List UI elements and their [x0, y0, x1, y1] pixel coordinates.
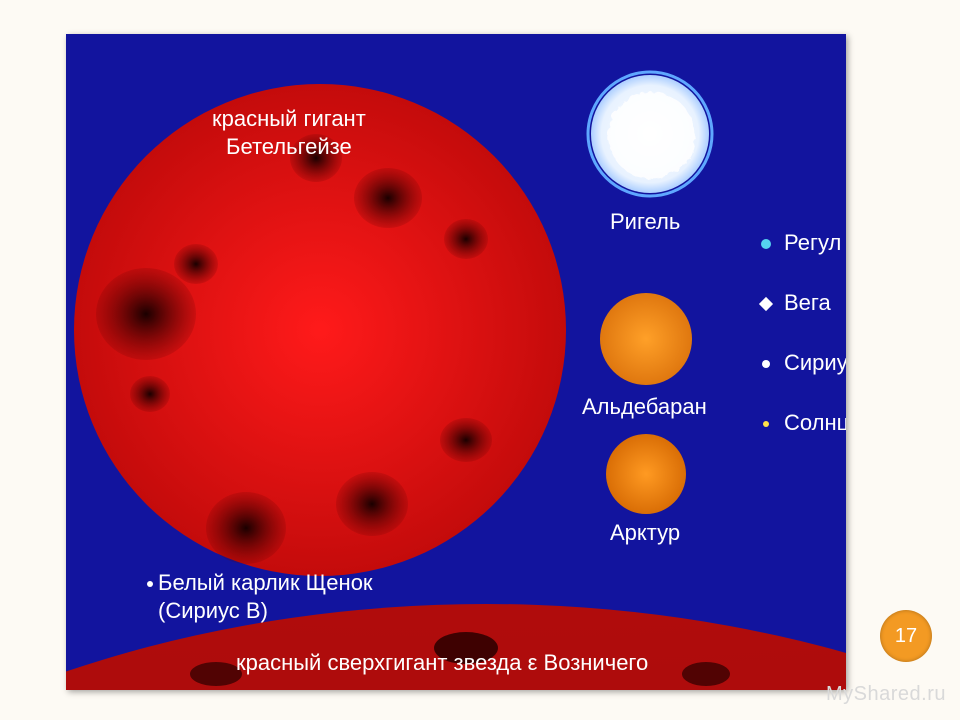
- white-dwarf-label-1: Белый карлик Щенок: [158, 570, 373, 595]
- slide-number-badge: 17: [880, 610, 932, 662]
- diagram-svg: красный гигант Бетельгейзе Ригель Альдебара…: [66, 34, 846, 690]
- rigel: [588, 72, 712, 196]
- betelgeuse-spot: [440, 418, 492, 462]
- watermark: MyShared.ru: [826, 683, 946, 706]
- aldebaran-disk: [600, 293, 692, 385]
- betelgeuse-spot: [206, 492, 286, 564]
- rigel-label: Ригель: [610, 209, 680, 234]
- small-star-label-2: Сириус: [784, 350, 846, 375]
- slide-number: 17: [895, 625, 917, 648]
- small-star-label-1: Вега: [784, 290, 831, 315]
- slide-page: красный гигант Бетельгейзе Ригель Альдебара…: [0, 0, 960, 720]
- aldebaran-label: Альдебаран: [582, 394, 707, 419]
- small-star-dot: [762, 360, 770, 368]
- arcturus-disk: [606, 434, 686, 514]
- betelgeuse-spot: [174, 244, 218, 284]
- small-star-dot: [763, 421, 769, 427]
- white-dwarf-dot: [147, 581, 153, 587]
- small-star-dot: [761, 239, 771, 249]
- small-star-label-3: Солнце: [784, 410, 846, 435]
- rigel-core-scribble: [607, 91, 694, 178]
- betelgeuse-label-2: Бетельгейзе: [226, 134, 352, 159]
- white-dwarf-label-2: (Сириус B): [158, 598, 268, 623]
- betelgeuse-spot: [354, 168, 422, 228]
- betelgeuse-label-1: красный гигант: [212, 106, 366, 131]
- supergiant-spot: [682, 662, 730, 686]
- supergiant-label: красный сверхгигант звезда ε Возничего: [236, 650, 648, 675]
- small-star-label-0: Регул: [784, 230, 841, 255]
- star-size-diagram: красный гигант Бетельгейзе Ригель Альдебара…: [66, 34, 846, 690]
- arcturus-label: Арктур: [610, 520, 680, 545]
- supergiant-spot: [190, 662, 242, 686]
- betelgeuse-spot: [96, 268, 196, 360]
- betelgeuse-spot: [130, 376, 170, 412]
- betelgeuse-spot: [444, 219, 488, 259]
- betelgeuse-spot: [336, 472, 408, 536]
